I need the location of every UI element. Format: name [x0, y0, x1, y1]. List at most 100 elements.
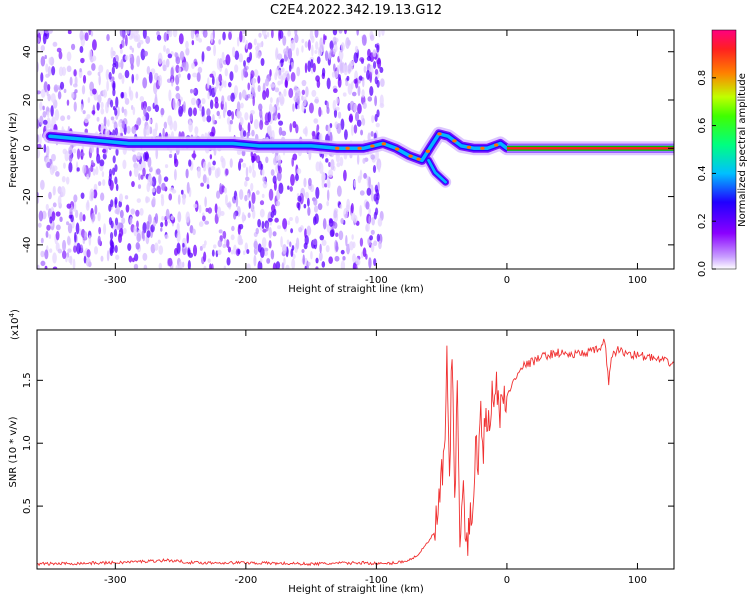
spectrogram-noise-blob — [111, 50, 116, 56]
spectrogram-noise-blob — [175, 85, 180, 92]
spectrogram-noise-blob — [212, 30, 215, 40]
spectrogram-noise-blob — [214, 101, 219, 109]
spectrogram-noise-blob — [214, 96, 219, 104]
spectrogram-noise-blob — [39, 115, 44, 126]
spectrogram-noise-blob — [315, 257, 319, 264]
snr-frame — [36, 329, 675, 570]
spectrogram-noise-blob — [268, 188, 274, 201]
spectrogram-noise-blob — [333, 88, 338, 94]
spectrogram-noise-blob — [119, 209, 124, 219]
spectrogram-noise-blob — [294, 30, 298, 36]
spectrogram-noise-blob — [298, 226, 303, 233]
spectrogram-noise-blob — [74, 231, 77, 243]
spectrogram-noise-blob — [187, 247, 191, 257]
spectrogram-noise-blob — [225, 54, 231, 66]
spectrogram-noise-blob — [253, 38, 257, 46]
spectrogram-noise-blob — [381, 30, 385, 36]
spectrogram-noise-blob — [182, 101, 186, 114]
spectrogram-noise-blob — [217, 249, 222, 256]
spectrogram-noise-blob — [111, 167, 116, 176]
spectrogram-noise-blob — [40, 250, 45, 258]
spectrogram-noise-blob — [124, 34, 128, 47]
spectrogram-noise-blob — [118, 119, 122, 128]
spectrogram-noise-blob — [163, 121, 168, 129]
spectrogram-y-ticks: -40 -20 0 20 40 — [22, 45, 674, 253]
spectrogram-noise-blob — [110, 116, 115, 121]
spectrogram-noise-blob — [338, 74, 341, 81]
spectrogram-noise-blob — [37, 195, 40, 204]
snr-x-tick-label: 100 — [628, 575, 647, 586]
spectrogram-noise-blob — [335, 241, 339, 253]
spectrogram-noise-blob — [303, 177, 307, 188]
spectrogram-noise-blob — [221, 51, 225, 63]
spectrogram-noise-blob — [357, 103, 362, 115]
spectrogram-noise-blob — [255, 227, 259, 235]
spectrogram-noise-blob — [81, 84, 86, 95]
spectrogram-noise-blob — [237, 248, 241, 255]
spectrogram-noise-blob — [103, 223, 107, 235]
spectrogram-noise-blob — [70, 214, 74, 223]
spectrogram-noise-blob — [136, 55, 141, 68]
spectrogram-noise-blob — [265, 222, 269, 232]
spectrogram-noise-blob — [219, 182, 222, 192]
spectrogram-noise-blob — [62, 239, 67, 252]
spectrogram-noise-blob — [259, 200, 265, 206]
spectrogram-noise-blob — [371, 114, 375, 124]
spectrogram-noise-blob — [288, 87, 294, 99]
spectrogram-noise-blob — [185, 47, 190, 56]
spectrogram-noise-blob — [338, 230, 344, 241]
spectrogram-noise-blob — [275, 261, 281, 269]
spectrogram-noise-blob — [66, 203, 72, 209]
spectrogram-noise-blob — [115, 254, 120, 260]
spectrogram-frame — [36, 29, 675, 270]
spectrogram-noise-blob — [290, 173, 295, 186]
spectrogram-noise-blob — [161, 182, 166, 191]
spectrogram-noise-blob — [119, 43, 123, 50]
spectrogram-noise-blob — [116, 222, 122, 230]
spectrogram-noise-blob — [67, 248, 72, 253]
spectrogram-noise-blob — [377, 217, 383, 227]
spectrogram-noise-blob — [307, 39, 311, 51]
spectrogram-noise-blob — [269, 97, 273, 104]
spectrogram-noise-blob — [98, 238, 101, 246]
spectrogram-noise-blob — [246, 56, 251, 63]
spectrogram-noise-blob — [43, 143, 47, 153]
spectrogram-noise-blob — [252, 169, 256, 178]
spectrogram-noise-blob — [110, 199, 114, 208]
spectrogram-noise-blob — [129, 170, 132, 177]
spectrogram-noise-blob — [142, 252, 148, 261]
spectrogram-noise-blob — [282, 244, 287, 255]
spectrogram-noise-blob — [106, 100, 110, 108]
spectrogram-noise-blob — [375, 149, 379, 161]
spectrogram-noise-blob — [100, 255, 104, 262]
spectrogram-noise-blob — [225, 194, 228, 206]
spectrogram-noise-blob — [301, 38, 305, 44]
spectrogram-noise-blob — [135, 91, 139, 99]
spectrogram-noise-blob — [325, 244, 330, 253]
spectrogram-noise-blob — [45, 203, 49, 211]
spectrogram-noise-blob — [362, 78, 365, 88]
spectrogram-noise-blob — [133, 225, 138, 237]
spectrogram-noise-blob — [276, 171, 282, 182]
snr-scale-exponent: 4 — [8, 312, 16, 317]
spectrogram-noise-blob — [246, 263, 251, 269]
spectrogram-noise-blob — [366, 187, 372, 196]
spectrogram-noise-blob — [86, 249, 91, 258]
spectrogram-noise-blob — [222, 31, 226, 41]
spectrogram-noise-blob — [226, 109, 232, 117]
spectrogram-noise-blob — [231, 225, 235, 232]
spectrogram-noise-blob — [248, 200, 252, 209]
spectrogram-noise-blob — [352, 253, 356, 263]
spectrogram-noise-blob — [42, 105, 45, 111]
snr-scale-base: (x10 — [10, 317, 21, 340]
spectrogram-noise-blob — [356, 154, 360, 165]
spectrogram-noise-blob — [126, 125, 131, 134]
spectrogram-noise-blob — [100, 124, 104, 133]
spectrogram-noise-blob — [230, 249, 234, 255]
spectrogram-noise-blob — [194, 126, 199, 135]
spectrogram-noise-blob — [359, 57, 365, 63]
spectrogram-noise-blob — [187, 259, 191, 269]
spectrogram-noise-blob — [370, 131, 374, 137]
spectrogram-noise-blob — [315, 75, 320, 82]
spectrogram-noise-blob — [57, 195, 62, 207]
